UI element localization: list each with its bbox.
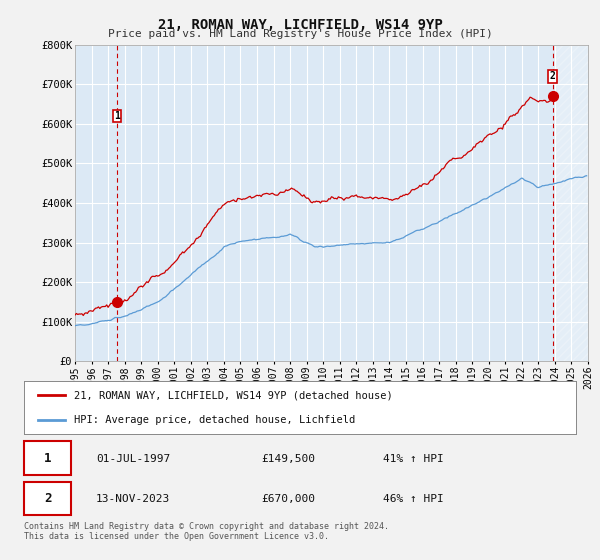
Text: 46% ↑ HPI: 46% ↑ HPI (383, 494, 443, 504)
Text: 1: 1 (114, 111, 120, 121)
Text: HPI: Average price, detached house, Lichfield: HPI: Average price, detached house, Lich… (74, 414, 355, 424)
Text: 13-NOV-2023: 13-NOV-2023 (96, 494, 170, 504)
Text: Contains HM Land Registry data © Crown copyright and database right 2024.
This d: Contains HM Land Registry data © Crown c… (24, 522, 389, 542)
Text: 21, ROMAN WAY, LICHFIELD, WS14 9YP: 21, ROMAN WAY, LICHFIELD, WS14 9YP (158, 18, 442, 32)
Text: £149,500: £149,500 (262, 454, 316, 464)
Text: 2: 2 (550, 72, 556, 81)
Text: 41% ↑ HPI: 41% ↑ HPI (383, 454, 443, 464)
FancyBboxPatch shape (24, 482, 71, 516)
Text: £670,000: £670,000 (262, 494, 316, 504)
Text: 2: 2 (44, 492, 52, 506)
Text: 01-JUL-1997: 01-JUL-1997 (96, 454, 170, 464)
Bar (555, 45, 588, 361)
FancyBboxPatch shape (24, 441, 71, 475)
Text: 1: 1 (44, 452, 52, 465)
Text: 21, ROMAN WAY, LICHFIELD, WS14 9YP (detached house): 21, ROMAN WAY, LICHFIELD, WS14 9YP (deta… (74, 390, 392, 400)
Text: Price paid vs. HM Land Registry's House Price Index (HPI): Price paid vs. HM Land Registry's House … (107, 29, 493, 39)
